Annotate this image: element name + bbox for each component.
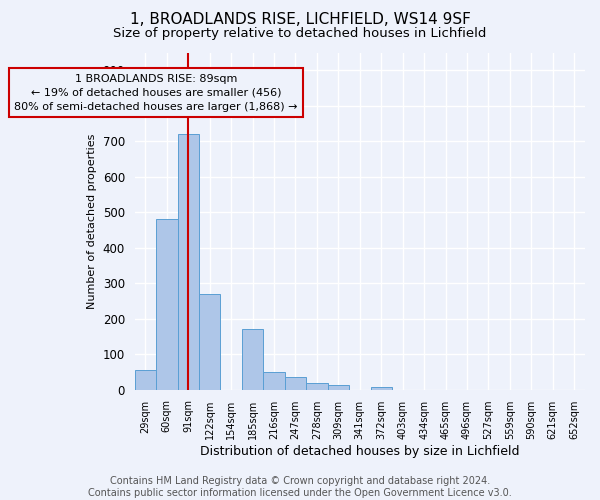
Bar [371, 387, 392, 390]
Bar [285, 378, 306, 390]
Text: 1, BROADLANDS RISE, LICHFIELD, WS14 9SF: 1, BROADLANDS RISE, LICHFIELD, WS14 9SF [130, 12, 470, 28]
Bar [156, 220, 178, 390]
Bar [134, 370, 156, 390]
Bar [242, 330, 263, 390]
Bar [263, 372, 285, 390]
Bar [178, 134, 199, 390]
Bar [199, 294, 220, 390]
Text: Size of property relative to detached houses in Lichfield: Size of property relative to detached ho… [113, 28, 487, 40]
Y-axis label: Number of detached properties: Number of detached properties [87, 134, 97, 309]
Text: 1 BROADLANDS RISE: 89sqm
← 19% of detached houses are smaller (456)
80% of semi-: 1 BROADLANDS RISE: 89sqm ← 19% of detach… [14, 74, 298, 112]
Bar [306, 382, 328, 390]
X-axis label: Distribution of detached houses by size in Lichfield: Distribution of detached houses by size … [200, 444, 520, 458]
Text: Contains HM Land Registry data © Crown copyright and database right 2024.
Contai: Contains HM Land Registry data © Crown c… [88, 476, 512, 498]
Bar [328, 385, 349, 390]
